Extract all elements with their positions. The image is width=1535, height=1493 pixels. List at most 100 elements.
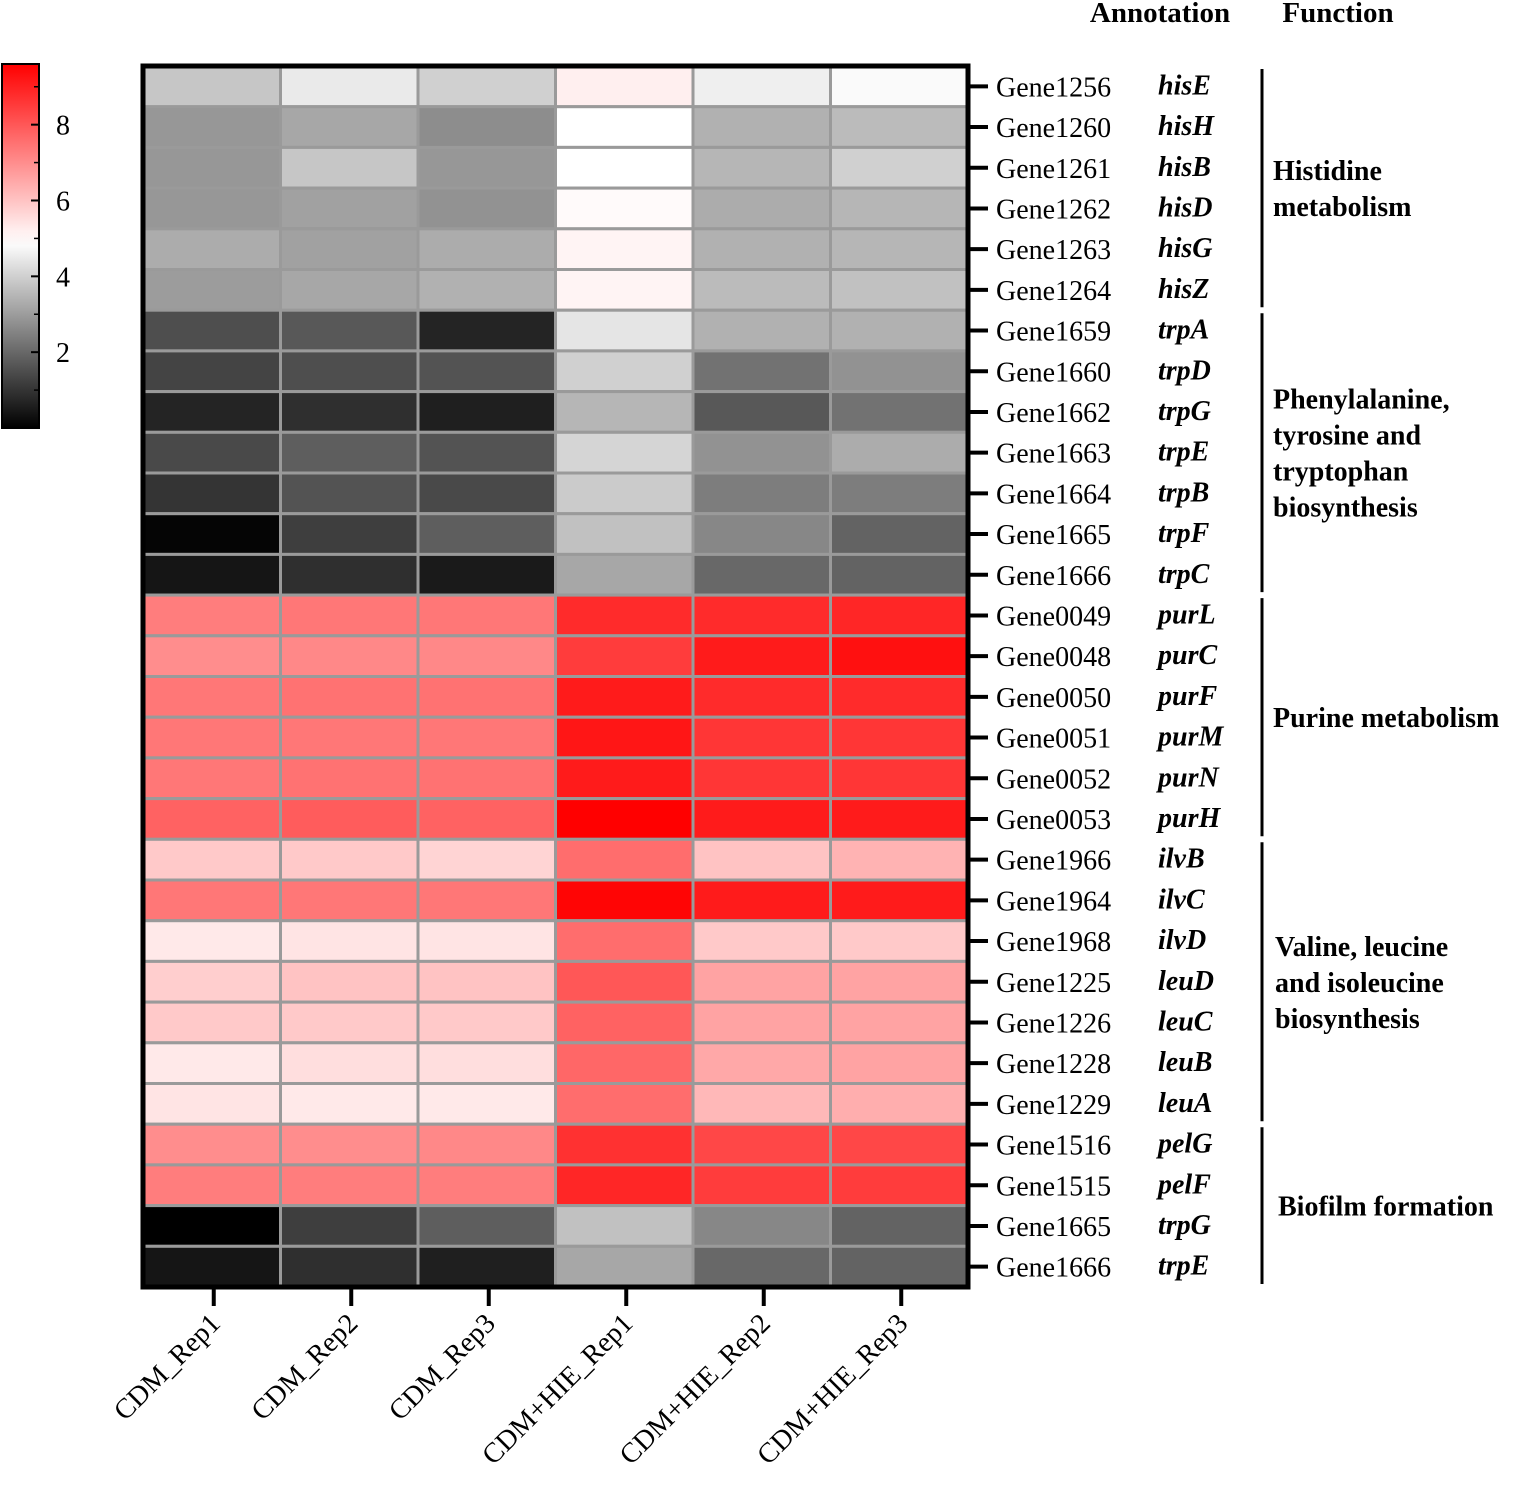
row-gene-label: Gene0050 [996, 683, 1111, 714]
heatmap-cell [691, 308, 832, 353]
heatmap-cell [829, 308, 970, 353]
heatmap-cell [416, 797, 557, 841]
heatmap-cell [416, 878, 557, 923]
heatmap-cell [554, 1082, 695, 1126]
heatmap-cell [416, 145, 557, 190]
heatmap-cell [554, 471, 695, 516]
group-label: metabolism [1273, 192, 1411, 223]
heatmap-cell [829, 959, 970, 1004]
row-annotation-label: trpE [1158, 437, 1209, 468]
heatmap-cell [416, 471, 557, 516]
heatmap-cells [141, 64, 970, 1289]
group-label: biosynthesis [1275, 1004, 1420, 1035]
row-gene-label: Gene1665 [996, 520, 1111, 551]
row-annotation-label: leuC [1158, 1006, 1213, 1037]
heatmap-cell [554, 349, 695, 394]
heatmap-cell [141, 268, 282, 312]
heatmap-cell [279, 186, 420, 231]
heatmap-cell [279, 959, 420, 1004]
heatmap-cell [691, 959, 832, 1004]
heatmap-cell [691, 837, 832, 882]
group-label: and isoleucine [1275, 968, 1444, 999]
heatmap-cell [829, 1204, 970, 1248]
heatmap-cell [554, 634, 695, 678]
heatmap-cell [141, 715, 282, 760]
heatmap-cell [829, 349, 970, 394]
heatmap-cell [141, 552, 282, 597]
row-gene-label: Gene1228 [996, 1049, 1111, 1080]
heatmap-cell [416, 756, 557, 801]
row-gene-label: Gene1225 [996, 968, 1111, 999]
heatmap-cell [279, 471, 420, 516]
row-gene-label: Gene1263 [996, 235, 1111, 266]
heatmap-cell [416, 430, 557, 475]
heatmap-cell [691, 593, 832, 638]
heatmap-cell [554, 430, 695, 475]
row-annotation-label: ilvC [1158, 884, 1205, 915]
heatmap-cell [554, 227, 695, 272]
heatmap-cell [279, 349, 420, 394]
column-label: CDM+HIE_Rep1 [476, 1308, 639, 1471]
heatmap-cell [141, 1163, 282, 1208]
row-annotation-label: trpG [1158, 1210, 1211, 1241]
heatmap-cell [554, 1041, 695, 1086]
heatmap-cell [416, 837, 557, 882]
row-annotation-label: pelF [1156, 1169, 1211, 1200]
heatmap-cell [416, 349, 557, 394]
heatmap-cell [279, 390, 420, 434]
row-annotation-label: ilvD [1158, 925, 1206, 956]
colorbar-tick-label: 4 [56, 262, 70, 293]
group-label: Valine, leucine [1275, 932, 1448, 963]
heatmap-cell [554, 756, 695, 801]
heatmap-cell [554, 512, 695, 556]
heatmap-cell [416, 1041, 557, 1086]
heatmap-cell [554, 1163, 695, 1208]
group-label: tryptophan [1273, 457, 1409, 488]
heatmap-cell [141, 1082, 282, 1126]
heatmap-cell [416, 675, 557, 719]
heatmap-cell [554, 64, 695, 109]
row-gene-label: Gene1264 [996, 276, 1111, 307]
heatmap-cell [691, 1163, 832, 1208]
heatmap-cell [416, 268, 557, 312]
heatmap-cell [416, 1244, 557, 1289]
heatmap-cell [554, 837, 695, 882]
row-gene-label: Gene1664 [996, 479, 1111, 510]
row-gene-label: Gene1256 [996, 72, 1111, 103]
heatmap-cell [829, 268, 970, 312]
heatmap-cell [416, 512, 557, 556]
row-annotation-label: trpB [1158, 477, 1209, 508]
heatmap-cell [416, 105, 557, 149]
heatmap-cell [554, 1204, 695, 1248]
heatmap-cell [279, 675, 420, 719]
row-annotation-label: trpC [1158, 559, 1210, 590]
heatmap-cell [829, 878, 970, 923]
row-annotation-label: hisH [1158, 111, 1215, 142]
group-label: Phenylalanine, [1273, 385, 1450, 416]
heatmap-cell [691, 512, 832, 556]
heatmap-cell [554, 675, 695, 719]
heatmap-cell [554, 919, 695, 963]
row-gene-label: Gene0048 [996, 642, 1111, 673]
row-annotation-label: trpG [1158, 396, 1211, 427]
row-annotation-label: trpE [1158, 1251, 1209, 1282]
heatmap-cell [416, 1122, 557, 1167]
row-gene-label: Gene1968 [996, 927, 1111, 958]
row-annotation-label: leuD [1158, 966, 1214, 997]
heatmap-cell [829, 756, 970, 801]
heatmap-cell [829, 145, 970, 190]
heatmap-cell [141, 430, 282, 475]
heatmap-cell [691, 471, 832, 516]
row-annotation-label: purF [1156, 681, 1217, 712]
heatmap-cell [829, 186, 970, 231]
heatmap-cell [416, 64, 557, 109]
heatmap-cell [691, 1244, 832, 1289]
heatmap-cell [691, 430, 832, 475]
heatmap-cell [279, 552, 420, 597]
heatmap-cell [691, 1204, 832, 1248]
heatmap-cell [829, 593, 970, 638]
heatmap-cell [691, 756, 832, 801]
heatmap-cell [279, 715, 420, 760]
heatmap-cell [141, 878, 282, 923]
